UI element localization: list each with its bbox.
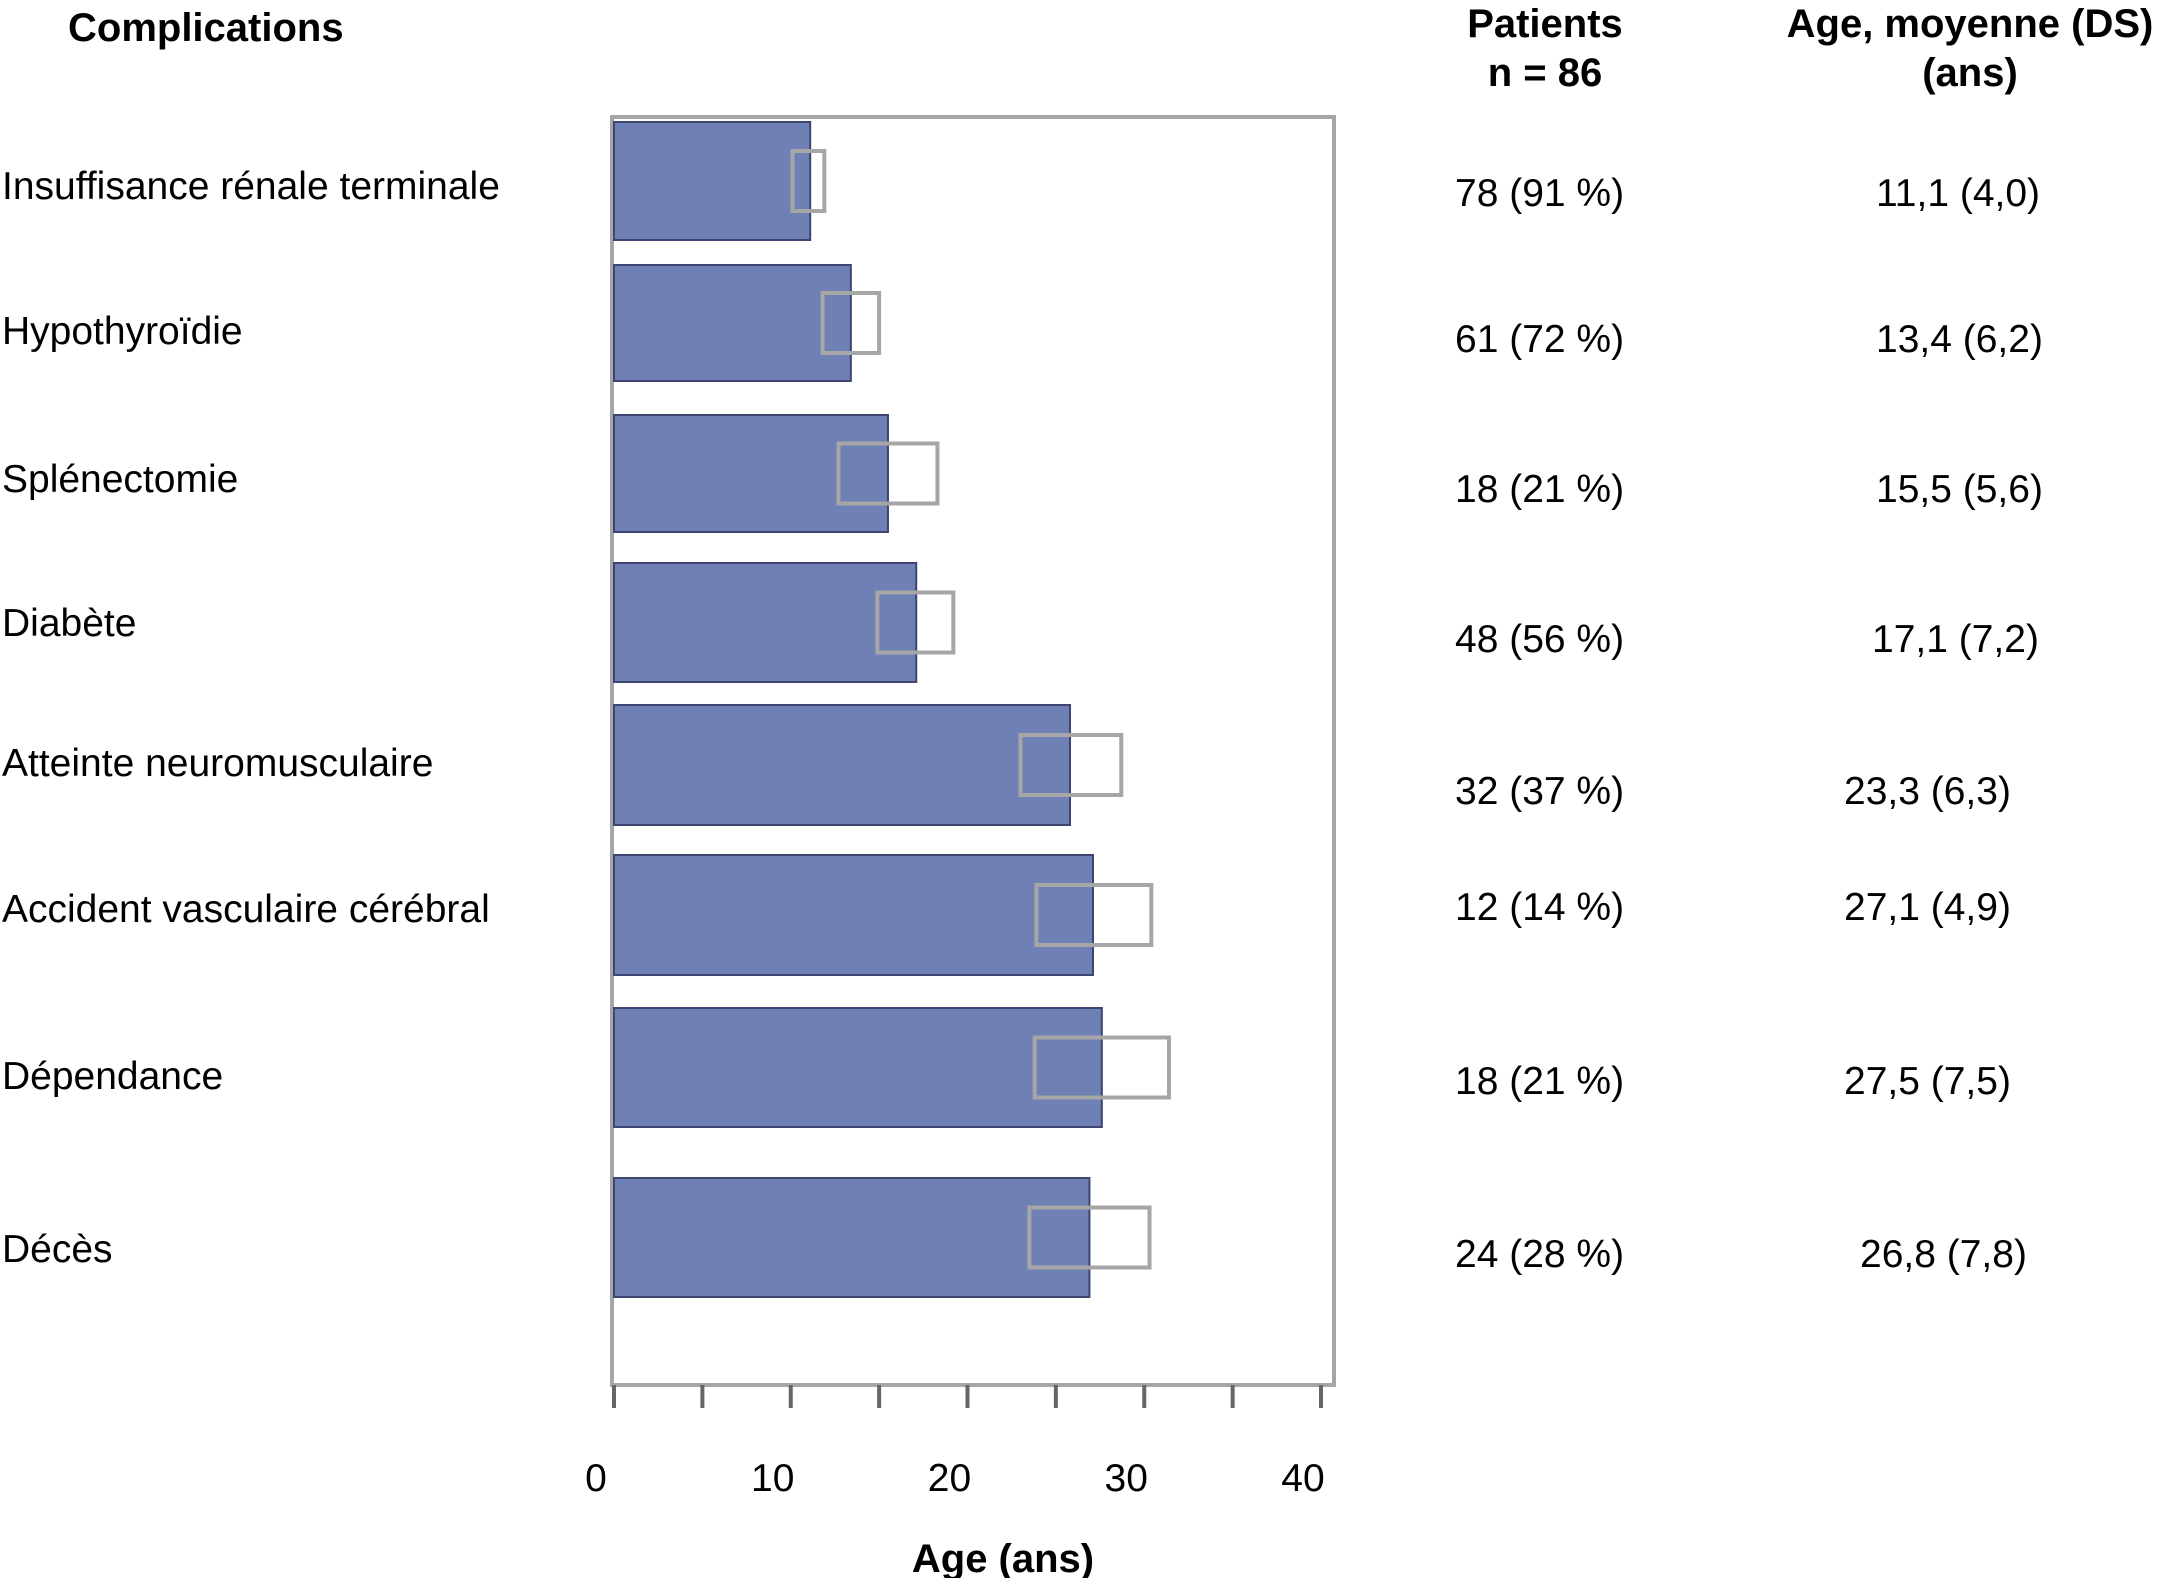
error-box: [1032, 1035, 1171, 1100]
x-tick-label: 30: [1105, 1457, 1148, 1500]
age-mean-value: 15,5 (5,6): [1876, 468, 2043, 511]
row-label-hypothyroidie: Hypothyroïdie: [2, 310, 243, 353]
error-box: [1034, 883, 1154, 947]
age-mean-value: 27,1 (4,9): [1844, 886, 2011, 929]
error-box: [790, 149, 827, 213]
x-tick-label: 40: [1281, 1457, 1324, 1500]
x-tick-label: 20: [928, 1457, 971, 1500]
bars-layer: [613, 121, 1103, 1298]
age-mean-value: 13,4 (6,2): [1876, 318, 2043, 361]
header-patients-title: Patients: [1467, 2, 1623, 46]
patients-value: 24 (28 %): [1455, 1233, 1625, 1276]
bar: [613, 264, 852, 382]
bar: [613, 1007, 1103, 1128]
age-mean-value: 11,1 (4,0): [1876, 172, 2041, 215]
patients-value: 12 (14 %): [1455, 886, 1625, 929]
bar: [613, 121, 812, 241]
age-mean-value: 17,1 (7,2): [1872, 618, 2039, 661]
row-label-deces: Décès: [2, 1228, 113, 1271]
row-label-atteinte-neuromusculaire: Atteinte neuromusculaire: [2, 742, 434, 785]
row-label-splenectomie: Splénectomie: [2, 458, 239, 501]
patients-value: 18 (21 %): [1455, 1060, 1625, 1103]
plot-frame: [610, 115, 1336, 1387]
age-mean-value: 23,3 (6,3): [1844, 770, 2011, 813]
patients-value: 78 (91 %): [1455, 172, 1625, 215]
error-box: [820, 291, 882, 355]
error-box: [836, 441, 940, 506]
header-age-unit: (ans): [1922, 51, 2018, 95]
age-mean-value: 26,8 (7,8): [1860, 1233, 2027, 1276]
patients-value: 32 (37 %): [1455, 770, 1625, 813]
patients-value: 48 (56 %): [1455, 618, 1625, 661]
header-complications: Complications: [68, 6, 344, 50]
bar: [613, 414, 889, 533]
age-mean-value: 27,5 (7,5): [1844, 1060, 2011, 1103]
x-tick-label: 0: [585, 1457, 607, 1500]
row-label-avc: Accident vasculaire cérébral: [2, 888, 490, 931]
header-age: Age, moyenne (DS) (ans): [1750, 0, 2167, 98]
error-box: [1018, 733, 1124, 797]
bar: [613, 1177, 1091, 1298]
header-age-title: Age, moyenne (DS): [1786, 2, 2154, 46]
patients-value: 18 (21 %): [1455, 468, 1625, 511]
row-label-dependance: Dépendance: [2, 1055, 224, 1098]
bar: [613, 562, 918, 683]
header-patients: Patients n = 86: [1460, 0, 1630, 98]
x-axis-title: Age (ans): [912, 1537, 1094, 1578]
bar: [613, 704, 1072, 826]
error-box: [875, 590, 956, 655]
row-label-diabete: Diabète: [2, 602, 137, 645]
x-tick-label: 10: [751, 1457, 794, 1500]
x-axis-ticks: [612, 1385, 1323, 1408]
row-label-insuffisance-renale: Insuffisance rénale terminale: [2, 165, 500, 208]
error-box: [1027, 1205, 1152, 1270]
bar: [613, 854, 1094, 976]
x-axis-tick-labels: 0 10 20 30 40: [585, 1457, 1325, 1500]
header-patients-count: n = 86: [1487, 51, 1603, 95]
patients-value: 61 (72 %): [1455, 318, 1625, 361]
error-boxes-layer: [790, 149, 1171, 1270]
